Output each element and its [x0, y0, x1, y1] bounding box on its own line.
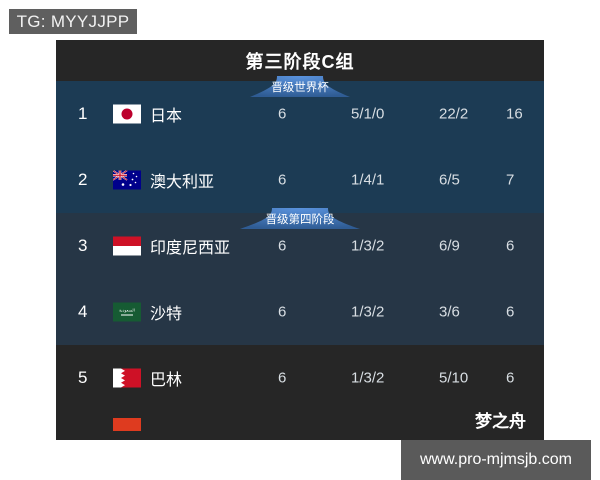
svg-text:السعودية: السعودية — [119, 308, 135, 313]
